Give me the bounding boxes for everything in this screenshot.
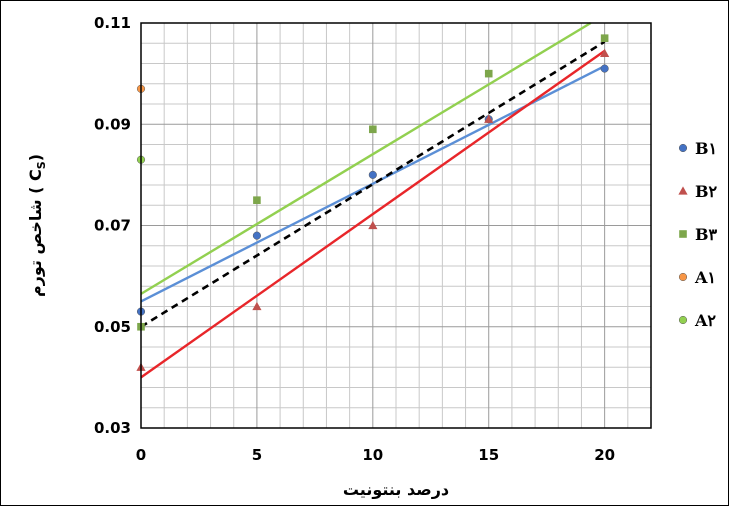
legend-label-a2: A٢ xyxy=(694,311,716,330)
data-point-b3 xyxy=(484,69,493,78)
legend-marker-a2 xyxy=(678,315,688,325)
data-point-b3 xyxy=(369,125,377,134)
y-tick-label: 0.03 xyxy=(94,419,131,437)
y-axis-title-main: شاخص تورم ( C xyxy=(26,169,45,297)
x-tick-label: 5 xyxy=(252,446,262,464)
x-tick-label: 0 xyxy=(136,446,146,464)
data-point-b3 xyxy=(253,196,261,204)
plot-area-border xyxy=(140,22,652,429)
data-point-b2 xyxy=(600,48,610,58)
trendline-b2 xyxy=(140,49,606,379)
data-point-b2 xyxy=(252,301,262,311)
legend: B١ B٢ B٣ A١ A٢ xyxy=(678,139,718,330)
legend-marker-b1 xyxy=(678,143,688,153)
data-point-b1 xyxy=(600,64,609,73)
legend-marker-b2 xyxy=(678,186,688,195)
legend-label-b2: B٢ xyxy=(695,182,718,201)
trendline-b3 xyxy=(140,21,592,295)
legend-marker-b3 xyxy=(679,230,687,238)
legend-label-b3: B٣ xyxy=(695,225,718,244)
y-tick-labels: 0.03 0.05 0.07 0.09 0.11 xyxy=(94,14,131,437)
legend-marker-a1 xyxy=(678,272,688,282)
legend-label-b1: B١ xyxy=(695,139,717,158)
y-axis-title: شاخص تورم ( CS) xyxy=(26,154,48,297)
data-point-b2 xyxy=(368,220,378,230)
y-tick-label: 0.07 xyxy=(94,217,131,235)
x-tick-label: 20 xyxy=(594,446,615,464)
legend-label-a1: A١ xyxy=(694,268,716,287)
x-axis-title: درصد بنتونیت xyxy=(343,480,449,499)
x-tick-label: 10 xyxy=(362,446,383,464)
y-axis-title-tail: ) xyxy=(26,154,45,161)
y-axis-title-subscript: S xyxy=(35,161,48,169)
x-tick-label: 15 xyxy=(478,446,499,464)
data-point-b1 xyxy=(252,231,261,240)
data-point-b1 xyxy=(368,170,377,179)
trendlines xyxy=(140,21,606,379)
y-tick-label: 0.11 xyxy=(94,14,131,32)
trendline-all xyxy=(140,40,606,328)
data-point-b3 xyxy=(600,34,609,42)
data-point-b2 xyxy=(484,114,494,123)
y-tick-label: 0.09 xyxy=(94,115,131,133)
x-tick-labels: 0 5 10 15 20 xyxy=(136,446,615,464)
y-tick-label: 0.05 xyxy=(94,318,131,336)
